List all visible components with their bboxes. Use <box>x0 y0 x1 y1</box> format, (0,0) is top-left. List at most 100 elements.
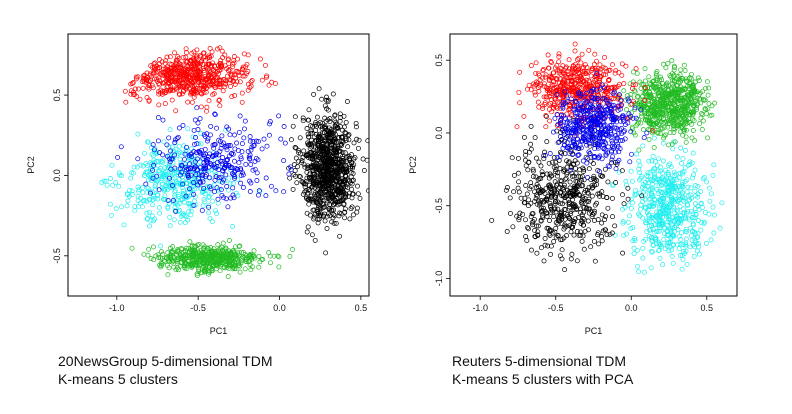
data-point <box>701 219 707 225</box>
data-point <box>560 185 565 191</box>
data-point <box>208 245 214 250</box>
data-point <box>347 157 353 163</box>
data-point <box>575 66 581 72</box>
data-point <box>304 126 310 131</box>
data-point <box>689 160 695 166</box>
data-point <box>194 105 200 111</box>
data-point <box>543 72 549 78</box>
data-point <box>682 119 688 125</box>
data-point <box>664 229 670 235</box>
data-point <box>523 152 528 158</box>
data-point <box>168 170 174 176</box>
data-point <box>144 184 150 190</box>
data-point <box>350 212 356 218</box>
data-point <box>667 201 673 207</box>
data-point <box>645 170 651 176</box>
data-point <box>557 149 563 155</box>
data-point <box>625 116 631 122</box>
data-point <box>652 235 658 241</box>
data-point <box>150 175 156 181</box>
data-point <box>656 216 662 222</box>
data-point <box>667 130 673 136</box>
data-point <box>160 172 166 177</box>
data-point <box>193 171 199 177</box>
data-point <box>653 71 659 76</box>
data-point <box>200 155 206 161</box>
data-point <box>158 159 164 164</box>
data-point <box>200 87 206 93</box>
data-point <box>569 225 575 231</box>
data-point <box>203 83 209 89</box>
data-point <box>567 103 573 109</box>
data-point <box>292 145 298 150</box>
data-point <box>700 88 706 94</box>
data-point <box>221 264 227 270</box>
data-point <box>223 172 229 178</box>
data-point <box>664 190 670 196</box>
data-point <box>189 154 195 160</box>
data-point <box>665 184 671 190</box>
data-point <box>180 181 186 187</box>
data-point <box>227 132 233 138</box>
data-point <box>504 229 510 234</box>
data-point <box>282 140 288 146</box>
data-point <box>570 162 576 168</box>
data-point <box>153 186 159 192</box>
data-point <box>671 189 676 195</box>
data-point <box>647 227 653 233</box>
data-point <box>214 259 220 265</box>
data-point <box>207 262 213 268</box>
data-point <box>543 113 549 119</box>
data-point <box>263 193 269 199</box>
data-point <box>703 85 708 91</box>
data-point <box>239 141 245 147</box>
data-point <box>318 212 324 218</box>
data-point <box>182 162 188 168</box>
data-point <box>569 69 575 74</box>
data-point <box>562 115 568 121</box>
data-point <box>241 135 247 141</box>
data-point <box>649 192 655 198</box>
data-point <box>227 180 233 186</box>
y-tick-label: 0.5 <box>52 89 62 102</box>
data-point <box>658 220 664 226</box>
data-point <box>182 220 188 226</box>
data-point <box>643 236 648 242</box>
data-point <box>240 170 246 176</box>
data-point <box>644 210 650 216</box>
data-point <box>220 55 226 61</box>
data-point <box>574 207 580 212</box>
data-point <box>582 70 588 76</box>
data-point <box>308 163 314 169</box>
data-point <box>335 182 341 188</box>
data-point <box>641 104 647 110</box>
data-point <box>327 158 333 164</box>
data-point <box>646 74 652 80</box>
data-point <box>591 61 597 67</box>
y-tick-label: 0.0 <box>52 169 62 182</box>
data-point <box>559 247 565 253</box>
data-point <box>666 211 671 217</box>
data-point <box>148 218 154 224</box>
data-point <box>669 91 675 97</box>
data-point <box>567 179 573 185</box>
data-point <box>656 214 662 220</box>
data-point <box>538 218 544 224</box>
data-point <box>179 83 185 89</box>
data-point <box>192 117 198 123</box>
data-point <box>170 258 176 264</box>
data-point <box>202 146 208 152</box>
data-point <box>206 271 212 277</box>
data-point <box>154 173 160 179</box>
data-point <box>581 246 587 252</box>
data-point <box>342 130 348 135</box>
data-point <box>213 172 219 178</box>
data-point <box>673 86 679 92</box>
data-point <box>198 169 204 175</box>
data-point <box>536 88 542 94</box>
data-point <box>269 79 275 85</box>
data-point <box>631 251 637 257</box>
data-point <box>212 111 218 117</box>
data-point <box>223 256 229 262</box>
